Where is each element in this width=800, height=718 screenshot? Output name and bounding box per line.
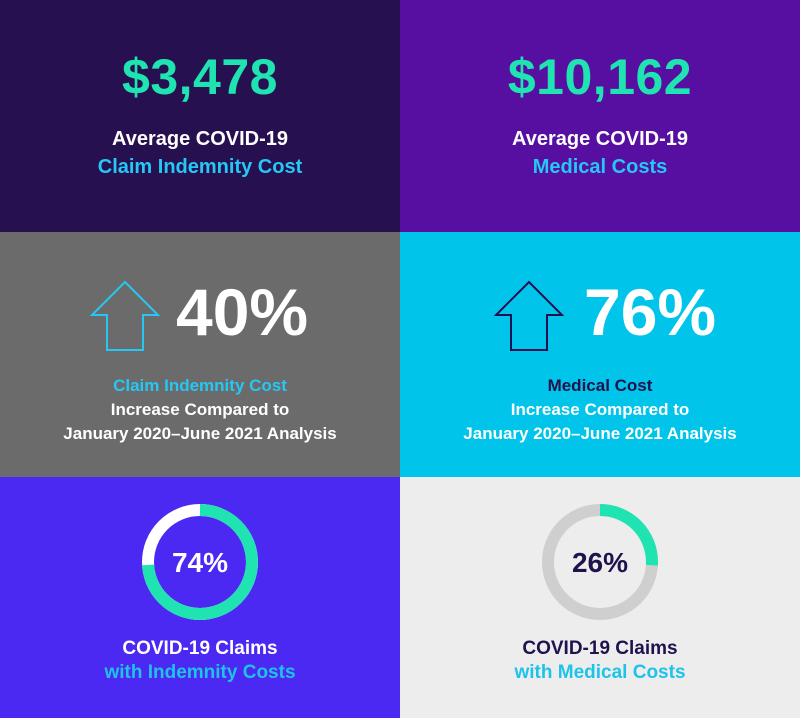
- medical-claims-percent: 26%: [571, 547, 629, 578]
- caption-line-3: January 2020–June 2021 Analysis: [463, 424, 737, 443]
- caption-line-1: Average COVID-19: [112, 128, 288, 150]
- medical-claims-caption: COVID-19 Claims with Medical Costs: [400, 637, 800, 685]
- average-medical-cost-caption: Average COVID-19 Medical Costs: [400, 125, 800, 181]
- medical-claims-donut: 26%: [400, 503, 800, 621]
- caption-line-2: Increase Compared to: [110, 400, 290, 419]
- average-medical-cost-tile: $10,162 Average COVID-19 Medical Costs: [400, 0, 800, 232]
- donut-ring: [142, 504, 258, 620]
- caption-line-2: with Indemnity Costs: [104, 662, 296, 683]
- donut-progress-arc: [142, 504, 258, 620]
- medical-claims-share-tile: 26% COVID-19 Claims with Medical Costs: [400, 477, 800, 718]
- indemnity-increase-caption: Claim Indemnity Cost Increase Compared t…: [0, 374, 400, 446]
- caption-line-3: January 2020–June 2021 Analysis: [63, 424, 337, 443]
- donut-progress-arc: [542, 504, 658, 620]
- caption-line-2: Increase Compared to: [510, 400, 690, 419]
- average-indemnity-cost-tile: $3,478 Average COVID-19 Claim Indemnity …: [0, 0, 400, 232]
- indemnity-increase-percent: 40%: [176, 275, 309, 349]
- indemnity-claims-share-tile: 74% COVID-19 Claims with Indemnity Costs: [0, 477, 400, 718]
- indemnity-claims-percent: 74%: [171, 547, 229, 578]
- average-medical-cost-value: $10,162: [507, 49, 693, 105]
- caption-line-2: with Medical Costs: [514, 662, 686, 683]
- indemnity-increase-headline: 40%: [0, 272, 400, 352]
- indemnity-claims-donut: 74%: [0, 503, 400, 621]
- caption-line-1: Average COVID-19: [512, 128, 688, 150]
- average-indemnity-cost-value: $3,478: [122, 49, 278, 105]
- caption-line-2: Claim Indemnity Cost: [97, 156, 303, 178]
- medical-increase-percent: 76%: [584, 275, 717, 349]
- up-arrow-icon: [494, 280, 564, 351]
- caption-line-1: Medical Cost: [547, 376, 653, 395]
- caption-line-2: Medical Costs: [532, 156, 668, 178]
- donut-ring: [542, 504, 658, 620]
- caption-line-1: Claim Indemnity Cost: [113, 376, 287, 395]
- indemnity-claims-caption: COVID-19 Claims with Indemnity Costs: [0, 637, 400, 685]
- caption-line-1: COVID-19 Claims: [522, 638, 678, 659]
- medical-increase-tile: 76% Medical Cost Increase Compared to Ja…: [400, 232, 800, 477]
- medical-increase-headline: 76%: [400, 272, 800, 352]
- average-indemnity-cost-caption: Average COVID-19 Claim Indemnity Cost: [0, 125, 400, 181]
- medical-increase-caption: Medical Cost Increase Compared to Januar…: [400, 374, 800, 446]
- caption-line-1: COVID-19 Claims: [122, 638, 278, 659]
- indemnity-increase-tile: 40% Claim Indemnity Cost Increase Compar…: [0, 232, 400, 477]
- up-arrow-icon: [90, 280, 160, 351]
